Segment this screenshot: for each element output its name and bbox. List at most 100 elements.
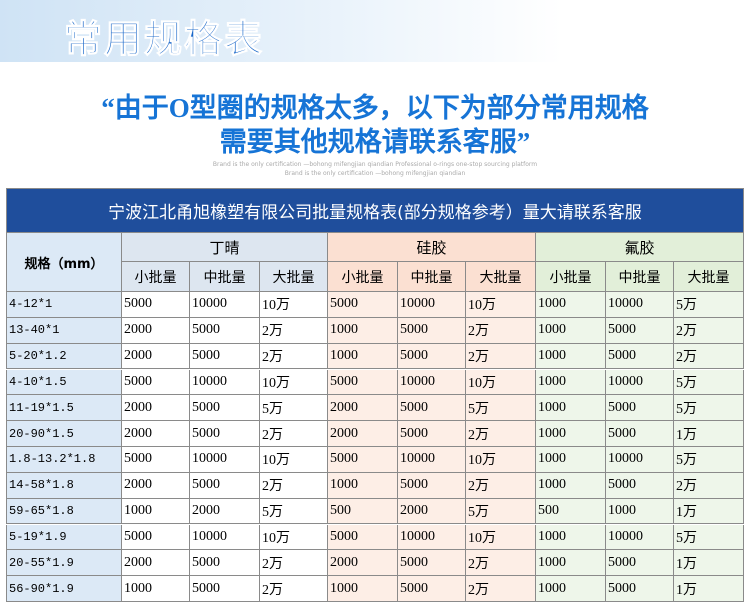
spec-cell: 59-65*1.8 (6, 498, 122, 525)
quantity-cell: 2000 (122, 421, 190, 447)
quantity-cell: 10000 (606, 292, 674, 318)
quantity-cell: 10000 (190, 524, 260, 551)
quantity-cell: 2000 (122, 550, 190, 577)
column-header: 小批量 (122, 262, 190, 292)
quantity-cell: 1000 (328, 472, 398, 499)
page-title: 常用规格表 (63, 17, 265, 62)
quantity-cell: 5万 (674, 447, 744, 473)
quantity-cell: 10000 (190, 292, 260, 318)
quantity-cell: 10000 (606, 524, 674, 551)
column-header: 大批量 (260, 262, 328, 292)
quantity-cell: 5000 (190, 343, 260, 370)
quantity-cell: 10000 (398, 524, 466, 551)
quantity-cell: 2万 (466, 421, 536, 447)
quantity-cell: 10000 (398, 447, 466, 473)
quantity-cell: 5000 (190, 472, 260, 499)
quantity-cell: 2000 (328, 421, 398, 447)
group-header: 氟胶 (536, 233, 744, 262)
quantity-cell: 5000 (398, 576, 466, 602)
table-title: 宁波江北甬旭橡塑有限公司批量规格表(部分规格参考）量大请联系客服 (6, 188, 744, 233)
quantity-cell: 1000 (536, 576, 606, 602)
quantity-cell: 5000 (328, 292, 398, 318)
quantity-cell: 5000 (606, 550, 674, 577)
quantity-cell: 1000 (328, 576, 398, 602)
quantity-cell: 5000 (122, 447, 190, 473)
quantity-cell: 10000 (606, 447, 674, 473)
quantity-cell: 5000 (190, 421, 260, 447)
quantity-cell: 5000 (398, 421, 466, 447)
quantity-cell: 2万 (260, 472, 328, 499)
quantity-cell: 5000 (328, 524, 398, 551)
quantity-cell: 2万 (674, 343, 744, 370)
quantity-cell: 2000 (122, 317, 190, 344)
banner (0, 0, 750, 62)
spec-cell: 5-20*1.2 (6, 343, 122, 370)
quantity-cell: 2000 (328, 395, 398, 422)
quantity-cell: 1000 (606, 498, 674, 525)
quantity-cell: 2万 (674, 472, 744, 499)
spec-header: 规格（mm） (6, 233, 122, 292)
spec-cell: 1.8-13.2*1.8 (6, 447, 122, 473)
quantity-cell: 1万 (674, 421, 744, 447)
quantity-cell: 5000 (328, 369, 398, 396)
quantity-cell: 5万 (674, 292, 744, 318)
group-header: 硅胶 (328, 233, 536, 262)
quantity-cell: 1000 (536, 472, 606, 499)
spec-cell: 13-40*1 (6, 317, 122, 344)
quantity-cell: 1000 (536, 292, 606, 318)
quantity-cell: 2万 (674, 317, 744, 344)
quantity-cell: 5000 (122, 524, 190, 551)
quantity-cell: 5000 (398, 317, 466, 344)
quantity-cell: 1万 (674, 576, 744, 602)
quantity-cell: 1000 (536, 524, 606, 551)
quantity-cell: 10万 (260, 369, 328, 396)
quantity-cell: 2万 (466, 576, 536, 602)
column-header: 中批量 (190, 262, 260, 292)
quantity-cell: 5万 (260, 395, 328, 422)
quantity-cell: 5000 (122, 292, 190, 318)
quantity-cell: 2000 (122, 395, 190, 422)
quantity-cell: 5000 (606, 317, 674, 344)
quantity-cell: 5000 (190, 576, 260, 602)
subtitle: 需要其他规格请联系客服” (219, 127, 531, 157)
quantity-cell: 1万 (674, 550, 744, 577)
spec-cell: 5-19*1.9 (6, 524, 122, 551)
quantity-cell: 10000 (398, 369, 466, 396)
quantity-cell: 2万 (260, 343, 328, 370)
quantity-cell: 5000 (190, 550, 260, 577)
quantity-cell: 5000 (122, 369, 190, 396)
quantity-cell: 1000 (536, 421, 606, 447)
column-header: 小批量 (328, 262, 398, 292)
group-header: 丁晴 (122, 233, 328, 262)
spec-cell: 20-55*1.9 (6, 550, 122, 577)
quantity-cell: 1000 (536, 369, 606, 396)
quantity-cell: 1000 (536, 395, 606, 422)
quantity-cell: 10万 (260, 447, 328, 473)
quantity-cell: 5000 (606, 576, 674, 602)
quantity-cell: 5万 (466, 498, 536, 525)
quantity-cell: 5000 (606, 343, 674, 370)
quantity-cell: 5000 (606, 472, 674, 499)
quantity-cell: 1000 (536, 550, 606, 577)
quantity-cell: 5000 (606, 395, 674, 422)
quantity-cell: 10万 (260, 292, 328, 318)
quantity-cell: 2万 (466, 343, 536, 370)
quantity-cell: 10万 (466, 369, 536, 396)
quantity-cell: 1000 (328, 317, 398, 344)
quantity-cell: 10000 (398, 292, 466, 318)
quantity-cell: 500 (536, 498, 606, 525)
quantity-cell: 2万 (260, 576, 328, 602)
quantity-cell: 2万 (260, 550, 328, 577)
quantity-cell: 2万 (466, 550, 536, 577)
spec-cell: 4-12*1 (6, 292, 122, 318)
quantity-cell: 10000 (190, 369, 260, 396)
quantity-cell: 1000 (328, 343, 398, 370)
quantity-cell: 1000 (536, 317, 606, 344)
quantity-cell: 5000 (398, 472, 466, 499)
quantity-cell: 2000 (328, 550, 398, 577)
quantity-cell: 5000 (398, 550, 466, 577)
spec-cell: 4-10*1.5 (6, 369, 122, 396)
quantity-cell: 5000 (398, 343, 466, 370)
subtitle: “由于O型圈的规格太多，以下为部分常用规格 (101, 93, 649, 123)
